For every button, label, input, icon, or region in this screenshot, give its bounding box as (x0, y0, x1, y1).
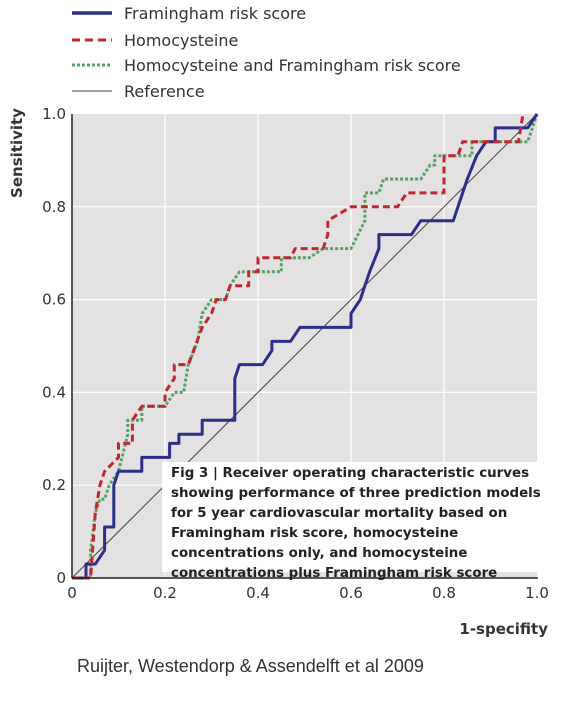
y-tick-label: 0.2 (42, 476, 66, 494)
caption-body: Receiver operating characteristic curves… (171, 466, 541, 581)
legend-label-combined: Homocysteine and Framingham risk score (124, 56, 461, 75)
source-note: Ruijter, Westendorp & Assendelft et al 2… (77, 656, 424, 676)
x-axis-title: 1-specifity (459, 620, 548, 638)
x-tick-label: 0.6 (339, 584, 363, 602)
x-tick-label: 1.0 (525, 584, 549, 602)
x-tick-label: 0.8 (432, 584, 456, 602)
legend: Framingham risk score Homocysteine Homoc… (72, 4, 461, 101)
y-tick-label: 0 (56, 569, 66, 587)
legend-label-homocysteine: Homocysteine (124, 31, 238, 50)
caption-separator: | (208, 466, 223, 481)
axes (71, 114, 538, 579)
x-tick-label: 0.2 (153, 584, 177, 602)
series-layer (71, 113, 539, 580)
figure-label: Fig 3 (171, 466, 209, 481)
y-tick-label: 0.8 (42, 198, 66, 216)
x-tick-label: 0 (67, 584, 77, 602)
y-tick-label: 0.6 (42, 291, 66, 309)
y-tick-label: 1.0 (42, 105, 66, 123)
legend-label-framingham: Framingham risk score (124, 4, 306, 23)
series-line-0 (72, 113, 539, 580)
caption-box (162, 462, 550, 572)
legend-label-reference: Reference (124, 82, 205, 101)
x-tick-label: 0.4 (246, 584, 270, 602)
series-line-1 (72, 113, 525, 580)
y-axis-title: Sensitivity (8, 108, 26, 198)
series-line-3 (71, 113, 538, 579)
figure-caption: Fig 3 | Receiver operating characteristi… (171, 464, 561, 584)
tick-labels: 0 0.2 0.4 0.6 0.8 1.0 0 0.2 0.4 0.6 0.8 1.0 (42, 105, 549, 602)
y-tick-label: 0.4 (42, 383, 66, 401)
